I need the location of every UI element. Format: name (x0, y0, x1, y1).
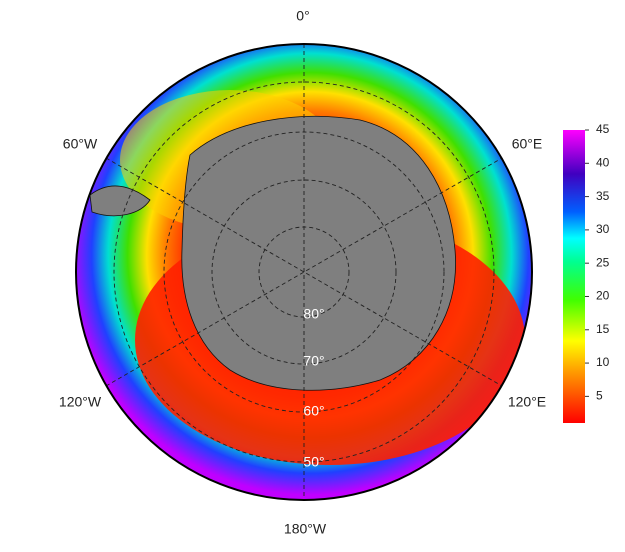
colorbar-tick-label: 20 (596, 289, 610, 303)
colorbar-tick-label: 5 (596, 389, 603, 403)
longitude-label: 0° (296, 8, 309, 24)
map-field (76, 44, 532, 500)
colorbar-tick-label: 45 (596, 122, 610, 136)
meridian (105, 157, 503, 387)
colorbar (563, 130, 585, 423)
latitude-label: 80° (303, 306, 324, 322)
colorbar-tick-label: 10 (596, 355, 610, 369)
colorbar-tick-label: 40 (596, 155, 610, 169)
latitude-circle (211, 179, 397, 365)
graticule (105, 44, 503, 500)
latitude-label: 60° (303, 403, 324, 419)
colorbar-tick-label: 25 (596, 255, 610, 269)
latitude-label: 50° (303, 454, 324, 470)
colorbar-tick-label: 30 (596, 222, 610, 236)
longitude-label: 60°W (63, 136, 98, 152)
colorbar-tick-label: 15 (596, 322, 610, 336)
longitude-label: 60°E (512, 136, 543, 152)
latitude-circle (113, 81, 495, 463)
longitude-label: 120°E (508, 394, 546, 410)
antarctica (181, 115, 456, 391)
longitude-label: 180°W (284, 521, 327, 537)
meridian (105, 157, 503, 387)
colorbar-tick-label: 35 (596, 189, 610, 203)
latitude-label: 70° (303, 353, 324, 369)
map-border (75, 43, 533, 501)
longitude-label: 120°W (59, 394, 102, 410)
south-america-tip (89, 185, 151, 217)
